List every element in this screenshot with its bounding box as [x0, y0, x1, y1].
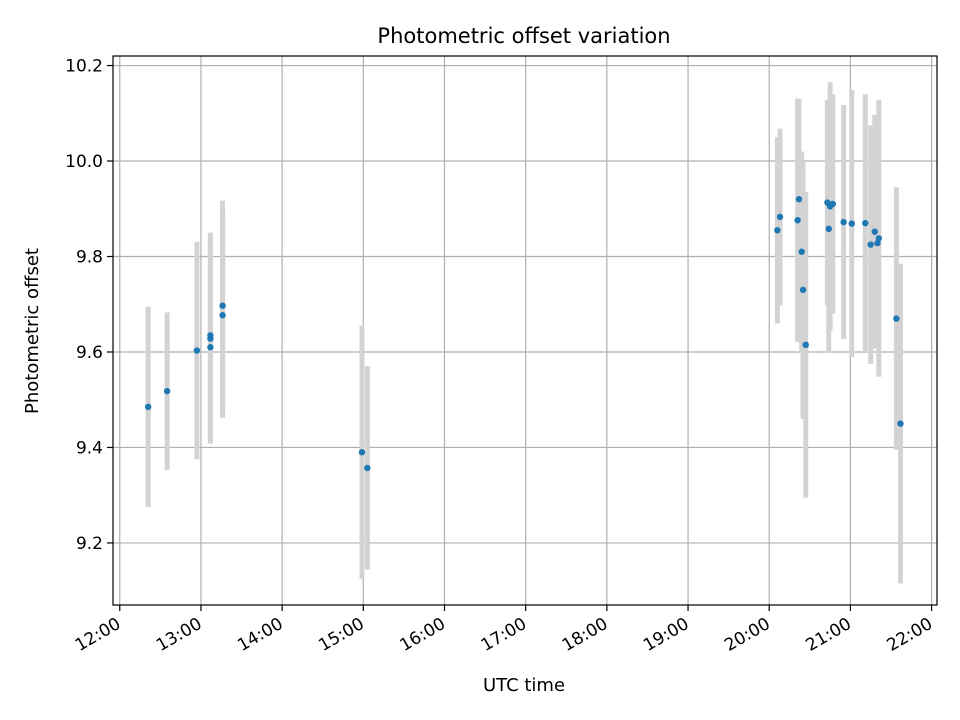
data-point	[798, 248, 805, 255]
y-tick-label: 9.8	[76, 248, 103, 268]
x-tick-label: 14:00	[234, 614, 286, 656]
data-point	[774, 227, 781, 234]
y-tick-label: 10.0	[65, 152, 103, 172]
plot-frame	[112, 55, 938, 606]
x-tick-label: 13:00	[153, 614, 205, 656]
x-tick-label: 20:00	[721, 614, 773, 656]
data-point	[867, 241, 874, 248]
x-tick-label: 19:00	[640, 614, 692, 656]
data-point	[219, 302, 226, 309]
data-point	[794, 217, 801, 224]
data-point	[364, 464, 371, 472]
chart-title: Photometric offset variation	[377, 24, 670, 48]
data-point	[776, 213, 784, 221]
y-axis-title: Photometric offset	[22, 248, 43, 414]
y-tick-label: 9.4	[76, 438, 103, 458]
x-tick-label: 22:00	[884, 614, 936, 656]
data-point	[829, 200, 837, 208]
data-point	[862, 219, 869, 227]
y-tick-label: 9.6	[76, 343, 103, 363]
data-point	[193, 347, 201, 354]
data-point	[144, 403, 152, 411]
x-tick-label: 18:00	[559, 614, 611, 656]
y-tick-label: 10.2	[65, 57, 103, 77]
x-tick-label: 15:00	[315, 614, 367, 656]
data-point	[799, 286, 807, 294]
data-points	[144, 196, 904, 472]
data-point	[207, 332, 214, 339]
data-point	[840, 218, 847, 226]
data-point	[893, 315, 900, 322]
data-point	[848, 220, 855, 227]
data-point	[871, 228, 878, 235]
data-point	[795, 196, 803, 203]
y-axis-ticks: 9.2 9.4 9.6 9.8 10.0 10.2	[65, 57, 113, 554]
x-axis-title: UTC time	[483, 675, 565, 696]
data-point	[802, 341, 809, 349]
data-point	[358, 449, 366, 456]
data-point	[163, 387, 171, 395]
x-tick-label: 17:00	[478, 614, 530, 656]
x-tick-label: 16:00	[397, 614, 449, 656]
data-point	[219, 312, 226, 319]
y-tick-label: 9.2	[76, 534, 103, 554]
data-point	[897, 420, 904, 427]
data-point	[875, 235, 883, 242]
grid	[113, 56, 937, 605]
x-tick-label: 21:00	[802, 614, 854, 656]
data-point	[825, 225, 832, 233]
x-axis-ticks: 12:00 13:00 14:00 15:00 16:00 17:00 18:00 19:00…	[72, 605, 936, 656]
x-tick-label: 12:00	[72, 614, 124, 656]
data-point	[207, 344, 214, 351]
error-bars	[145, 82, 903, 584]
